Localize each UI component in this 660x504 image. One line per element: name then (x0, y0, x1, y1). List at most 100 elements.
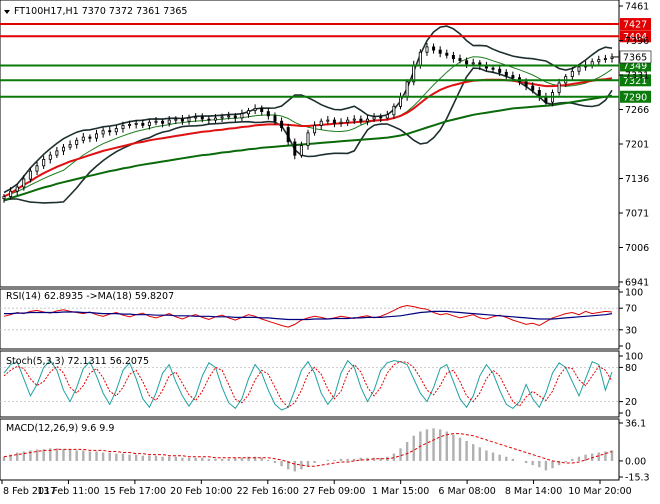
price-y-tick-label: 7266 (625, 105, 649, 116)
candle-body (207, 118, 211, 121)
candle-body (273, 115, 277, 122)
price-y-tick-label: 7071 (625, 209, 649, 220)
candle-body (28, 170, 32, 180)
candle-body (445, 52, 449, 56)
y-tick-label: 0 (625, 342, 631, 353)
time-axis-tick-label: 8 Feb 2017 (3, 486, 56, 497)
candle-body (451, 55, 455, 60)
candle-body (121, 125, 125, 130)
time-axis-tick-label: 15 Feb 17:00 (104, 486, 166, 497)
candle-body (306, 132, 310, 146)
candle-body (590, 61, 594, 66)
candle-body (577, 66, 581, 72)
current-price-tag (619, 50, 652, 64)
candle-body (68, 144, 72, 148)
candle-body (101, 130, 105, 135)
candle-body (114, 128, 118, 133)
level-label-7290: 7290 (623, 92, 647, 103)
candle-body (385, 114, 389, 119)
candle-body (154, 120, 158, 123)
candle-body (597, 59, 601, 63)
candle-body (9, 190, 13, 197)
level-tag-7321 (620, 74, 651, 87)
candle-body (293, 141, 297, 156)
candle-body (379, 116, 383, 119)
candle-body (35, 165, 39, 172)
candle-body (438, 49, 442, 54)
candle-body (432, 46, 436, 51)
macd-y-tick-label: 36.1 (625, 419, 646, 430)
candle-body (161, 120, 165, 124)
current-price-label: 7365 (623, 52, 647, 63)
candle-body (15, 186, 19, 192)
candle-body (260, 108, 264, 113)
macd-y-tick-label: 0.00 (625, 456, 646, 467)
candle-body (141, 122, 145, 126)
candle-body (213, 117, 217, 121)
candle-body (346, 119, 350, 123)
time-axis-tick-label: 20 Feb 10:00 (170, 486, 232, 497)
candle-body (352, 118, 356, 121)
price-y-tick-label: 7006 (625, 243, 649, 254)
stochastic-title: Stoch(5,3,3) 72.1311 56.2075 (6, 356, 149, 367)
macd-signal-line (3, 433, 613, 467)
price-y-tick-label: 7461 (625, 2, 649, 13)
price-y-tick-label: 7331 (625, 71, 649, 82)
candle-body (108, 130, 112, 133)
level-tag-7290 (620, 90, 651, 103)
macd-title: MACD(12,26,9) 9.6 9.9 (6, 423, 114, 434)
candle-body (81, 136, 85, 141)
candle-body (227, 115, 231, 118)
candle-body (491, 67, 495, 70)
candle-body (266, 111, 270, 117)
candle-body (180, 118, 184, 122)
bollinger-middle-line (3, 56, 613, 197)
price-y-tick-label: 7136 (625, 174, 649, 185)
candle-body (498, 68, 502, 73)
time-axis-tick-label: 10 Mar 20:00 (568, 486, 631, 497)
candle-body (570, 70, 574, 78)
candle-body (398, 96, 402, 107)
time-axis-tick-label: 13 Feb 11:00 (37, 486, 99, 497)
candle-body (319, 120, 323, 126)
candle-body (62, 146, 66, 152)
macd-panel: 36.1 0.00 -15.3 MACD(12,26,9) 9.6 9.9 (0, 418, 650, 484)
candle-body (359, 118, 363, 122)
price-chart-title: FT100H17,H1 7370 7372 7361 7365 (14, 6, 187, 17)
candle-body (233, 115, 237, 119)
candle-body (134, 122, 138, 125)
candle-body (95, 133, 99, 139)
candle-body (425, 46, 429, 53)
level-tag-7349 (620, 59, 651, 72)
stoch-main-line (3, 359, 613, 411)
candle-body (603, 58, 607, 61)
candle-body (167, 119, 171, 124)
candle-body (194, 116, 198, 119)
macd-y-tick-label: -15.3 (625, 473, 650, 484)
level-label-7427: 7427 (623, 20, 647, 31)
candle-body (22, 178, 26, 188)
candle-body (392, 105, 396, 116)
candle-body (531, 85, 535, 91)
candle-body (524, 81, 528, 87)
time-axis-tick-label: 1 Mar 15:00 (372, 486, 429, 497)
candle-body (55, 150, 59, 156)
time-axis-tick-label: 8 Mar 14:00 (505, 486, 562, 497)
triangle-down-icon[interactable] (4, 10, 10, 14)
rsi-title: RSI(14) 62.8935 ->MA(18) 59.8207 (6, 291, 174, 302)
candle-body (511, 75, 515, 78)
level-tag-7427 (620, 18, 651, 31)
time-axis-tick-label: 22 Feb 16:00 (237, 486, 299, 497)
level-label-7321: 7321 (623, 76, 647, 87)
candle-body (365, 118, 369, 122)
price-y-tick-label: 6941 (625, 278, 649, 289)
candle-body (471, 62, 475, 65)
time-axis-tick-label: 27 Feb 09:00 (303, 486, 365, 497)
candle-body (48, 154, 52, 160)
candle-body (372, 116, 376, 120)
candle-body (339, 121, 343, 124)
